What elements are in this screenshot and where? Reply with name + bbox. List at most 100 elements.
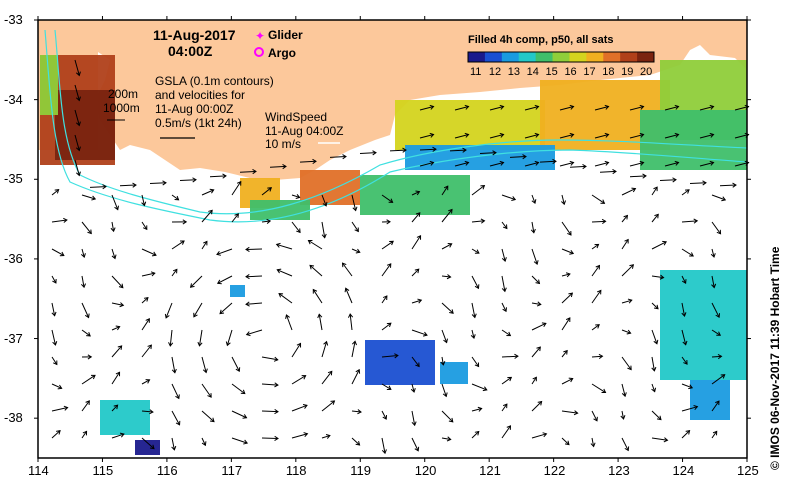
- colorbar-swatch: [586, 52, 604, 62]
- x-tick-label: 125: [737, 463, 759, 478]
- velocity-arrow: [699, 106, 714, 111]
- velocity-arrow: [381, 410, 387, 420]
- velocity-arrow: [561, 221, 572, 236]
- colorbar-tick-label: 13: [507, 66, 521, 78]
- velocity-arrow-head: [245, 301, 250, 307]
- velocity-arrow: [141, 379, 150, 385]
- velocity-arrow-head: [115, 371, 121, 377]
- velocity-arrow-head: [511, 196, 517, 201]
- velocity-arrow-head: [448, 208, 453, 214]
- velocity-arrow: [74, 59, 80, 76]
- velocity-arrow-head: [149, 444, 155, 450]
- velocity-arrow-head: [381, 449, 387, 455]
- velocity-arrow-head: [150, 271, 156, 277]
- velocity-arrow-head: [564, 440, 570, 446]
- velocity-arrow: [190, 275, 203, 288]
- velocity-arrow-head: [474, 362, 480, 368]
- velocity-arrow: [74, 134, 80, 151]
- velocity-arrow: [74, 84, 80, 101]
- velocity-arrow: [651, 437, 668, 441]
- velocity-arrow-head: [600, 199, 606, 204]
- velocity-arrow: [351, 410, 362, 413]
- velocity-arrow-head: [147, 344, 152, 350]
- velocity-arrow-head: [590, 442, 596, 448]
- velocity-arrow-head: [91, 195, 97, 201]
- velocity-arrow: [621, 410, 625, 420]
- velocity-arrow-head: [710, 253, 716, 258]
- velocity-arrow: [278, 293, 293, 304]
- velocity-arrow-head: [533, 260, 539, 266]
- x-tick-label: 122: [543, 463, 566, 478]
- colorbar-tick-label: 17: [583, 66, 596, 78]
- velocity-arrow-head: [322, 201, 328, 207]
- velocity-arrow: [231, 356, 240, 372]
- velocity-arrow: [559, 106, 574, 111]
- velocity-arrow: [81, 329, 91, 337]
- velocity-arrow-head: [168, 342, 174, 347]
- velocity-arrow-head: [531, 199, 537, 205]
- colorbar-swatch: [501, 52, 520, 62]
- velocity-arrow: [591, 437, 595, 447]
- velocity-arrow-head: [501, 287, 507, 293]
- velocity-arrow-head: [499, 132, 505, 138]
- isobath-200m: [54, 29, 748, 215]
- velocity-arrow: [479, 152, 497, 154]
- velocity-arrow-head: [552, 158, 557, 165]
- velocity-arrow: [261, 220, 271, 223]
- velocity-arrow: [201, 209, 213, 223]
- velocity-arrow: [711, 248, 715, 258]
- colorbar-swatch: [603, 52, 621, 62]
- velocity-arrow-head: [355, 368, 361, 374]
- legend-markers: ✦: [107, 29, 340, 144]
- velocity-arrow-head: [209, 417, 215, 423]
- velocity-arrow: [599, 170, 617, 173]
- velocity-arrow-head: [252, 168, 257, 175]
- velocity-arrow: [681, 383, 693, 389]
- velocity-arrow: [81, 302, 90, 318]
- sst-patch-southeast: [660, 270, 747, 380]
- velocity-arrow-head: [627, 365, 632, 371]
- velocity-arrow-head: [411, 421, 417, 427]
- colorbar-tick-label: 16: [564, 66, 577, 78]
- velocity-arrow: [471, 329, 475, 339]
- velocity-arrow: [411, 356, 420, 367]
- velocity-arrow-head: [422, 331, 428, 337]
- velocity-arrow-head: [208, 209, 213, 215]
- velocity-arrow: [591, 324, 600, 331]
- velocity-arrow: [81, 221, 92, 234]
- velocity-arrow: [591, 220, 606, 223]
- velocity-arrow: [171, 356, 176, 373]
- velocity-arrow-head: [417, 298, 423, 304]
- velocity-arrow-head: [702, 180, 707, 186]
- velocity-arrow: [389, 149, 407, 152]
- velocity-arrow: [74, 109, 80, 126]
- velocity-arrow-head: [162, 180, 167, 186]
- velocity-arrow: [629, 162, 644, 167]
- velocity-arrow-head: [651, 366, 657, 372]
- velocity-arrow-head: [415, 362, 420, 368]
- colorbar-tick-label: 18: [602, 66, 615, 78]
- y-tick-label: -37: [4, 330, 23, 346]
- velocity-arrow-head: [321, 233, 327, 239]
- velocity-arrow-head: [309, 264, 315, 270]
- velocity-arrow-head: [440, 361, 446, 366]
- velocity-arrow-head: [274, 408, 279, 415]
- x-tick-label: 114: [28, 463, 49, 478]
- velocity-arrow-head: [236, 180, 242, 186]
- velocity-arrow-head: [681, 312, 687, 317]
- velocity-arrow: [198, 329, 203, 346]
- velocity-arrow: [111, 326, 120, 331]
- velocity-arrow-head: [569, 249, 575, 255]
- velocity-arrow: [201, 437, 206, 446]
- velocity-arrow: [681, 275, 687, 284]
- velocity-arrow-head: [175, 420, 181, 426]
- velocity-arrow-head: [295, 194, 301, 199]
- velocity-arrow-head: [624, 238, 629, 244]
- velocity-arrow-head: [569, 160, 575, 166]
- velocity-arrow: [141, 297, 149, 304]
- velocity-arrow-head: [276, 268, 282, 274]
- velocity-arrow-head: [534, 160, 540, 166]
- colorbar-swatch: [620, 52, 638, 62]
- map-frame: [34, 16, 751, 462]
- velocity-arrow-head: [569, 104, 575, 110]
